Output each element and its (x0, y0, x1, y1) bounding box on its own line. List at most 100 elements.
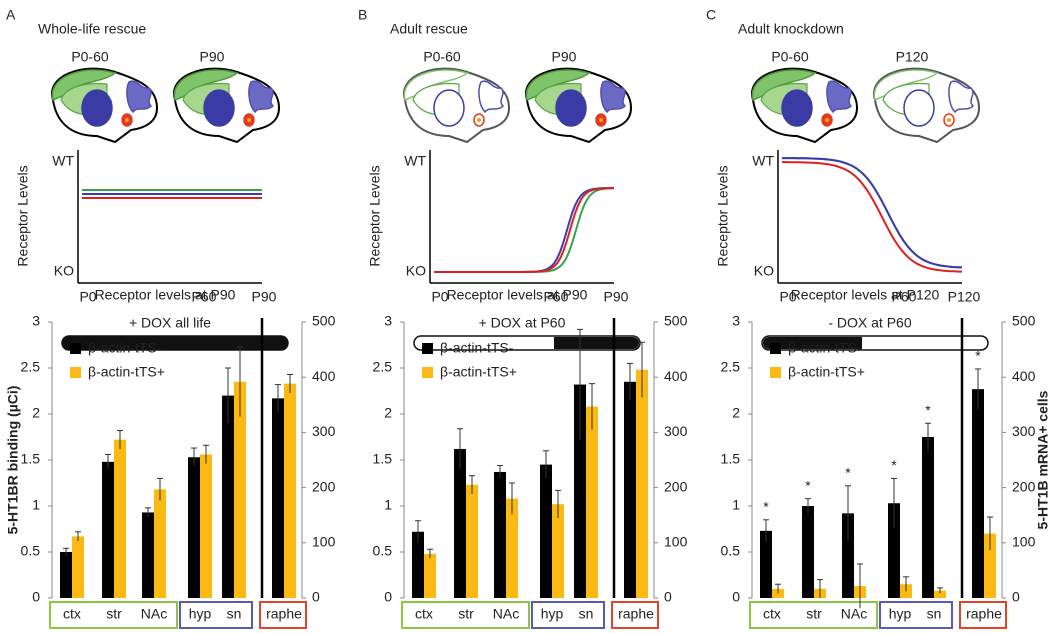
region-box (179, 601, 253, 629)
bar (424, 553, 436, 598)
y-tick-label: 2.5 (373, 359, 393, 375)
y2-tick-label: 300 (312, 423, 336, 439)
y-axis-label: Receptor Levels (15, 165, 31, 266)
y-tick-label: 1.5 (373, 451, 393, 467)
x-tick-label: ctx (63, 606, 81, 622)
legend-swatch (70, 367, 81, 378)
bar (802, 506, 814, 598)
y-tick-label: 0 (732, 589, 740, 605)
y-axis-label: Receptor Levels (367, 165, 383, 266)
brain-schematic (872, 67, 981, 144)
x-tick-label: ctx (415, 606, 433, 622)
y2-axis-title: 5-HT1B mRNA+ cells (1035, 390, 1050, 529)
level-label: WT (752, 153, 774, 169)
bar (234, 381, 246, 598)
x-tick-label: str (106, 606, 122, 622)
bar (922, 437, 934, 598)
legend-label: β-actin-tTS+ (88, 364, 165, 380)
y-tick-label: 1.5 (21, 451, 41, 467)
y-axis-label: Receptor Levels (715, 165, 731, 266)
panel-title: Adult rescue (390, 21, 468, 37)
y2-tick-label: 0 (312, 589, 320, 605)
cerebellum (600, 80, 627, 114)
timepoint-label: P60 (544, 289, 569, 305)
y2-tick-label: 200 (664, 478, 688, 494)
cerebellum (478, 80, 505, 114)
x-tick-label: raphe (618, 606, 654, 622)
legend-label: β-actin-tTS+ (440, 364, 517, 380)
y-tick-label: 0 (384, 589, 392, 605)
stage-label: P90 (552, 49, 577, 65)
x-tick-label: hyp (189, 606, 212, 622)
chart-title: Receptor levels at P90 (95, 287, 236, 303)
level-label: WT (52, 153, 74, 169)
y-tick-label: 2 (732, 405, 740, 421)
bar (636, 369, 648, 598)
brain-schematic (402, 67, 511, 144)
timeline (61, 335, 289, 351)
y2-tick-label: 400 (1012, 368, 1036, 384)
significance-mark: * (763, 499, 769, 515)
legend-label: β-actin-tTS- (440, 340, 514, 356)
y-tick-label: 1 (384, 497, 392, 513)
region-box (401, 601, 530, 629)
raphe-core (477, 118, 481, 122)
bar (466, 484, 478, 598)
timepoint-label: P60 (192, 289, 217, 305)
level-label: KO (54, 263, 74, 279)
timepoint-label: P60 (892, 289, 917, 305)
y2-tick-label: 300 (1012, 423, 1036, 439)
bar (200, 454, 212, 598)
y-tick-label: 0 (32, 589, 40, 605)
y-tick-label: 2 (32, 405, 40, 421)
bar (624, 381, 636, 598)
bar (760, 530, 772, 598)
timepoint-label: P0 (79, 289, 96, 305)
treatment-label: + DOX at P60 (479, 315, 566, 331)
y2-tick-label: 300 (664, 423, 688, 439)
bar (552, 504, 564, 598)
panel-title: Whole-life rescue (38, 21, 146, 37)
brain-schematic (50, 67, 159, 144)
y2-tick-label: 100 (312, 534, 336, 550)
region-box (49, 601, 178, 629)
x-tick-label: raphe (966, 606, 1002, 622)
region-box (959, 601, 1007, 629)
x-tick-label: sn (227, 606, 242, 622)
y2-tick-label: 500 (664, 313, 688, 329)
bar (412, 531, 424, 598)
panel-title: Adult knockdown (738, 21, 844, 37)
bar (60, 552, 72, 598)
legend-label: β-actin-tTS+ (788, 364, 865, 380)
raphe-core (125, 118, 129, 122)
y2-tick-label: 500 (1012, 313, 1036, 329)
bar (888, 503, 900, 598)
y-tick-label: 0.5 (373, 543, 393, 559)
y2-tick-label: 200 (1012, 478, 1036, 494)
striatum (555, 89, 587, 127)
y-tick-label: 1 (732, 497, 740, 513)
legend-label: β-actin-tTS- (788, 340, 862, 356)
x-tick-label: str (458, 606, 474, 622)
bar (506, 498, 518, 598)
bar (540, 464, 552, 598)
schematic-curve (434, 187, 614, 273)
stage-label: P90 (200, 49, 225, 65)
significance-mark: * (891, 457, 897, 473)
significance-mark: * (975, 348, 981, 364)
schematic-curve (782, 161, 962, 273)
striatum (81, 89, 113, 127)
y2-tick-label: 100 (1012, 534, 1036, 550)
treatment-label: + DOX all life (129, 315, 211, 331)
y-tick-label: 3 (732, 313, 740, 329)
raphe-core (599, 118, 603, 122)
schematic-curve (434, 187, 615, 273)
level-label: WT (404, 153, 426, 169)
significance-mark: * (805, 477, 811, 493)
stage-label: P0-60 (771, 49, 809, 65)
panel-letter: C (706, 7, 716, 23)
schematic-curve (782, 157, 963, 269)
y-tick-label: 0.5 (21, 543, 41, 559)
bar (222, 395, 234, 598)
